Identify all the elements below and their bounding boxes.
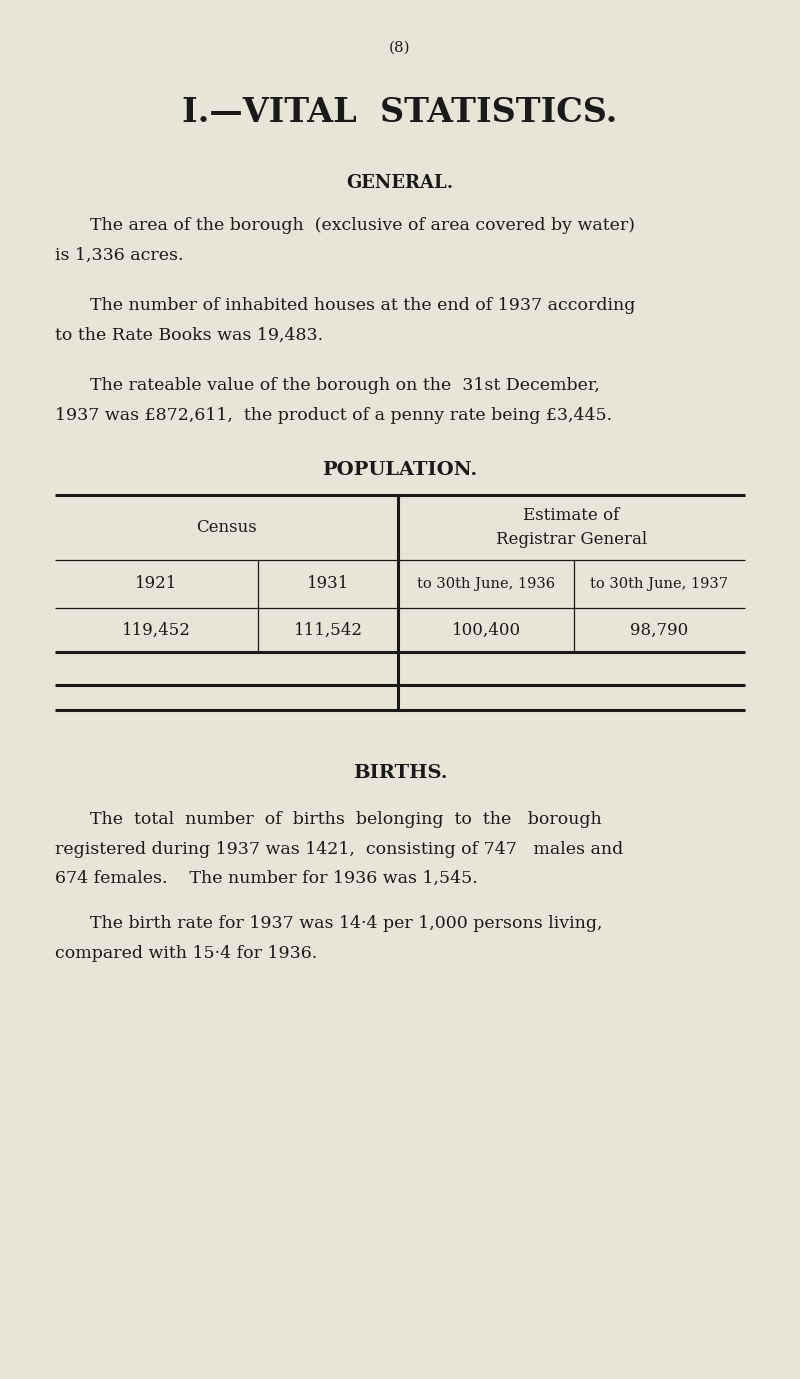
- Text: 100,400: 100,400: [451, 622, 521, 638]
- Text: to 30th June, 1937: to 30th June, 1937: [590, 576, 729, 592]
- Text: to the Rate Books was 19,483.: to the Rate Books was 19,483.: [55, 327, 323, 343]
- Text: 1937 was £872,611,  the product of a penny rate being £3,445.: 1937 was £872,611, the product of a penn…: [55, 407, 612, 423]
- Text: compared with 15·4 for 1936.: compared with 15·4 for 1936.: [55, 945, 318, 961]
- Text: 111,542: 111,542: [294, 622, 362, 638]
- Text: (8): (8): [389, 41, 411, 55]
- Text: 674 females.    The number for 1936 was 1,545.: 674 females. The number for 1936 was 1,5…: [55, 870, 478, 887]
- Text: 119,452: 119,452: [122, 622, 191, 638]
- Text: The rateable value of the borough on the  31st December,: The rateable value of the borough on the…: [90, 376, 600, 393]
- Text: Estimate of
Registrar General: Estimate of Registrar General: [496, 506, 647, 549]
- Text: is 1,336 acres.: is 1,336 acres.: [55, 247, 183, 263]
- Text: The area of the borough  (exclusive of area covered by water): The area of the borough (exclusive of ar…: [90, 217, 635, 233]
- Text: The number of inhabited houses at the end of 1937 according: The number of inhabited houses at the en…: [90, 296, 635, 313]
- Text: The  total  number  of  births  belonging  to  the   borough: The total number of births belonging to …: [90, 811, 602, 829]
- Text: BIRTHS.: BIRTHS.: [353, 764, 447, 782]
- Text: 1921: 1921: [135, 575, 178, 593]
- Text: I.—VITAL  STATISTICS.: I.—VITAL STATISTICS.: [182, 95, 618, 128]
- Text: 98,790: 98,790: [630, 622, 689, 638]
- Text: GENERAL.: GENERAL.: [346, 174, 454, 192]
- Text: POPULATION.: POPULATION.: [322, 461, 478, 479]
- Text: Census: Census: [196, 519, 257, 536]
- Text: 1931: 1931: [307, 575, 349, 593]
- Text: to 30th June, 1936: to 30th June, 1936: [417, 576, 555, 592]
- Text: The birth rate for 1937 was 14·4 per 1,000 persons living,: The birth rate for 1937 was 14·4 per 1,0…: [90, 914, 602, 931]
- Text: registered during 1937 was 1421,  consisting of 747   males and: registered during 1937 was 1421, consist…: [55, 841, 623, 859]
